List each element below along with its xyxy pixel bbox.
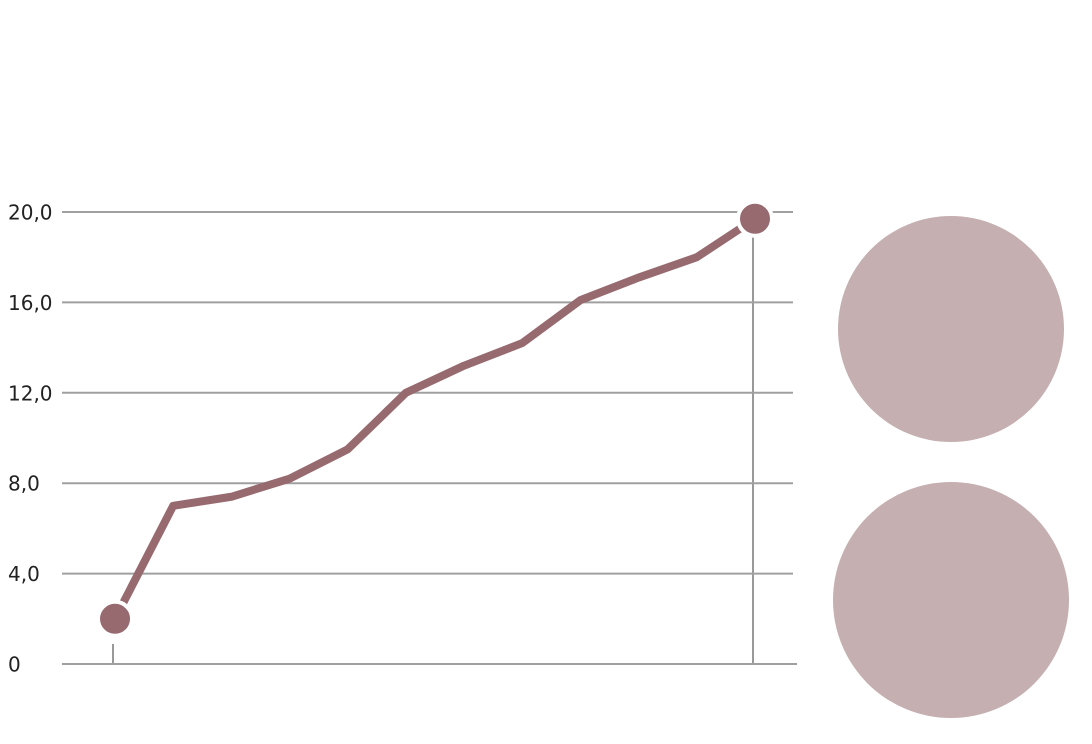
decor-circle (838, 216, 1064, 442)
y-tick-label: 8,0 (8, 472, 40, 496)
line-series (111, 215, 758, 621)
end-point (96, 599, 134, 638)
y-tick-label: 20,0 (8, 201, 53, 225)
y-tick-label: 4,0 (8, 562, 40, 586)
end-point (736, 199, 774, 238)
y-tick-label: 0 (8, 653, 21, 677)
y-tick-label: 16,0 (8, 291, 53, 315)
decor-circle (833, 482, 1069, 718)
y-tick-label: 12,0 (8, 381, 53, 405)
